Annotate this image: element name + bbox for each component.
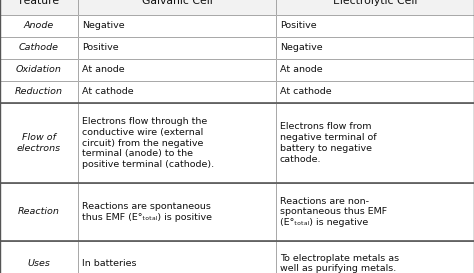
Text: Positive: Positive xyxy=(280,22,317,31)
Bar xyxy=(276,0,474,15)
Bar xyxy=(276,37,474,59)
Bar xyxy=(0,241,78,273)
Bar xyxy=(0,81,78,103)
Bar xyxy=(276,59,474,81)
Text: Galvanic Cell: Galvanic Cell xyxy=(142,0,212,6)
Text: At cathode: At cathode xyxy=(82,88,134,96)
Bar xyxy=(0,183,78,241)
Text: Electrons flow from
negative terminal of
battery to negative
cathode.: Electrons flow from negative terminal of… xyxy=(280,122,377,164)
Bar xyxy=(78,103,276,183)
Bar xyxy=(276,81,474,103)
Text: Uses: Uses xyxy=(27,259,50,268)
Bar xyxy=(0,0,78,15)
Bar xyxy=(78,15,276,37)
Text: Positive: Positive xyxy=(82,43,118,52)
Bar xyxy=(276,0,474,15)
Bar xyxy=(0,103,78,183)
Text: Electrolytic Cell: Electrolytic Cell xyxy=(333,0,417,6)
Bar xyxy=(78,183,276,241)
Bar xyxy=(276,241,474,273)
Bar xyxy=(0,81,78,103)
Bar xyxy=(276,183,474,241)
Bar xyxy=(0,59,78,81)
Text: Reactions are non-
spontaneous thus EMF
(E°ₜₒₜₐₗ) is negative: Reactions are non- spontaneous thus EMF … xyxy=(280,197,387,227)
Text: In batteries: In batteries xyxy=(82,259,137,268)
Text: Feature: Feature xyxy=(18,0,60,6)
Text: At anode: At anode xyxy=(82,66,125,75)
Text: At anode: At anode xyxy=(280,66,323,75)
Bar xyxy=(78,183,276,241)
Text: Electrons flow through the
conductive wire (external
circuit) from the negative
: Electrons flow through the conductive wi… xyxy=(82,117,214,169)
Bar xyxy=(0,183,78,241)
Bar xyxy=(78,241,276,273)
Text: Negative: Negative xyxy=(82,22,125,31)
Bar xyxy=(0,37,78,59)
Bar xyxy=(0,59,78,81)
Bar xyxy=(78,37,276,59)
Bar xyxy=(78,0,276,15)
Bar xyxy=(276,103,474,183)
Bar xyxy=(78,241,276,273)
Bar xyxy=(276,103,474,183)
Bar xyxy=(276,241,474,273)
Text: Cathode: Cathode xyxy=(19,43,59,52)
Bar xyxy=(78,59,276,81)
Text: Reactions are spontaneous
thus EMF (E°ₜₒₜₐₗ) is positive: Reactions are spontaneous thus EMF (E°ₜₒ… xyxy=(82,202,212,222)
Bar xyxy=(78,0,276,15)
Bar xyxy=(0,0,78,15)
Text: Negative: Negative xyxy=(280,43,323,52)
Bar xyxy=(276,183,474,241)
Text: Oxidation: Oxidation xyxy=(16,66,62,75)
Text: At cathode: At cathode xyxy=(280,88,332,96)
Bar xyxy=(0,37,78,59)
Bar xyxy=(0,241,78,273)
Bar xyxy=(0,15,78,37)
Bar xyxy=(276,59,474,81)
Text: To electroplate metals as
well as purifying metals.: To electroplate metals as well as purify… xyxy=(280,254,399,273)
Bar xyxy=(0,15,78,37)
Bar xyxy=(0,103,78,183)
Text: Reduction: Reduction xyxy=(15,88,63,96)
Text: Flow of
electrons: Flow of electrons xyxy=(17,133,61,153)
Bar xyxy=(78,81,276,103)
Bar xyxy=(78,15,276,37)
Bar xyxy=(78,81,276,103)
Bar xyxy=(276,15,474,37)
Bar xyxy=(276,15,474,37)
Text: Anode: Anode xyxy=(24,22,54,31)
Bar xyxy=(78,103,276,183)
Bar xyxy=(78,59,276,81)
Bar xyxy=(276,81,474,103)
Bar xyxy=(78,37,276,59)
Text: Reaction: Reaction xyxy=(18,207,60,216)
Bar xyxy=(276,37,474,59)
